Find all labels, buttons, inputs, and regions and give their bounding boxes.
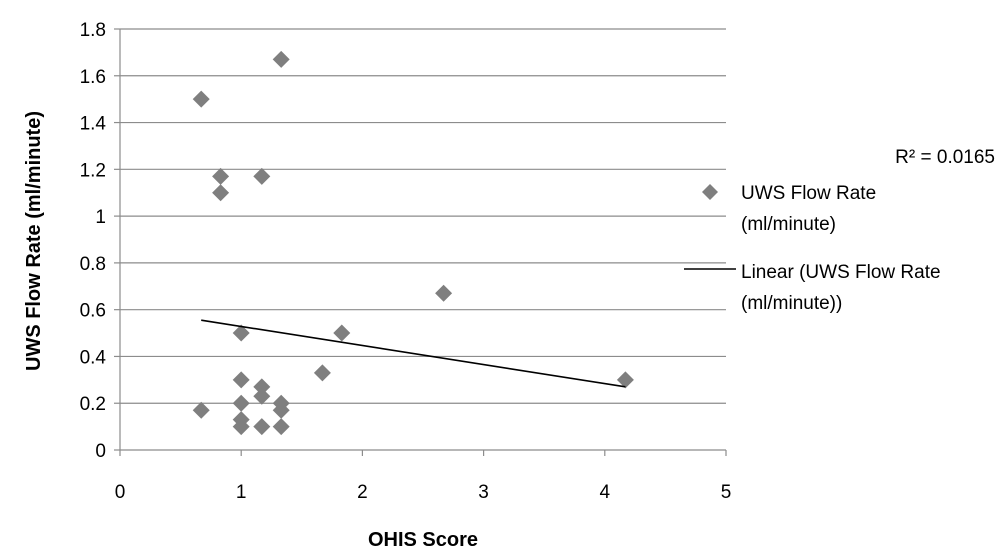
data-point <box>272 418 290 436</box>
data-point <box>333 324 351 342</box>
data-point <box>253 418 271 436</box>
x-tick-labels: 0 1 2 3 4 5 <box>115 482 732 503</box>
y-tick-label: 1.8 <box>80 20 106 41</box>
y-tick-label: 0 <box>95 441 106 462</box>
x-tick-label: 4 <box>600 482 611 503</box>
x-tick-label: 3 <box>478 482 489 503</box>
data-point <box>435 284 453 302</box>
y-tick-label: 1.2 <box>80 160 106 181</box>
y-tick-label: 0.2 <box>80 394 106 415</box>
data-point <box>253 378 271 396</box>
data-point <box>232 418 250 436</box>
x-tick-label: 2 <box>357 482 368 503</box>
y-tick-label: 0.6 <box>80 301 106 322</box>
legend-label-trend-line2: (ml/minute)) <box>741 293 842 314</box>
data-point <box>253 167 271 185</box>
data-point <box>272 50 290 68</box>
data-point <box>232 394 250 412</box>
legend-label-series-line2: (ml/minute) <box>741 214 836 235</box>
data-point <box>272 401 290 419</box>
y-tick-labels: 0 0.2 0.4 0.6 0.8 1 1.2 1.4 1.6 1.8 <box>80 20 107 462</box>
data-point <box>192 401 210 419</box>
x-tick-label: 5 <box>721 482 732 503</box>
trendline-group <box>201 319 626 388</box>
y-tick-label: 1 <box>95 207 106 228</box>
y-tick-label: 1.6 <box>80 67 106 88</box>
x-tick-label: 0 <box>115 482 126 503</box>
data-point <box>313 364 331 382</box>
data-point <box>212 167 230 185</box>
r-squared-label: R² = 0.0165 <box>895 147 995 168</box>
y-tick-label: 1.4 <box>80 114 107 135</box>
data-point <box>232 371 250 389</box>
data-point <box>232 324 250 342</box>
x-axis-title: OHIS Score <box>368 529 478 551</box>
data-points <box>192 50 634 436</box>
data-point <box>192 90 210 108</box>
legend: UWS Flow Rate (ml/minute) Linear (UWS Fl… <box>684 183 941 314</box>
x-tick-label: 1 <box>236 482 247 503</box>
axes <box>114 28 727 456</box>
y-axis-title: UWS Flow Rate (ml/minute) <box>23 111 45 371</box>
y-tick-label: 0.8 <box>80 254 106 275</box>
trendline <box>201 319 626 388</box>
legend-diamond-marker <box>702 184 718 200</box>
gridlines <box>120 28 726 404</box>
data-point <box>253 387 271 405</box>
legend-label-series-line1: UWS Flow Rate <box>741 183 876 204</box>
data-point <box>616 371 634 389</box>
y-tick-label: 0.4 <box>80 347 107 368</box>
legend-label-trend-line1: Linear (UWS Flow Rate <box>741 262 941 283</box>
data-point <box>212 184 230 202</box>
